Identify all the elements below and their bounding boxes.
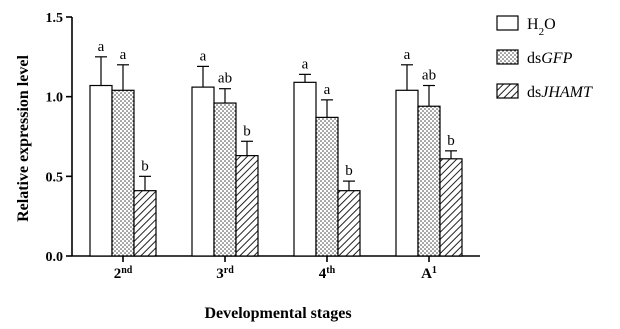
bar	[417, 105, 441, 257]
significance-letter: b	[243, 123, 251, 139]
significance-letter: ab	[422, 68, 436, 84]
legend-swatch	[496, 15, 519, 31]
bar	[133, 190, 157, 257]
x-tick-label: 2nd	[114, 265, 133, 283]
bar	[315, 116, 339, 257]
significance-letter: a	[302, 56, 309, 72]
significance-letter: b	[345, 163, 353, 179]
bar	[235, 155, 259, 257]
legend-label: H2O	[527, 16, 556, 38]
x-tick-label: 3rd	[216, 265, 234, 283]
y-tick-label: 1.5	[46, 11, 64, 26]
x-axis-title: Developmental stages	[204, 305, 351, 322]
legend-swatch	[496, 49, 519, 65]
y-axis-title: Relative expression level	[15, 55, 32, 222]
bar	[213, 102, 237, 257]
bar	[337, 190, 361, 257]
y-tick-label: 1.0	[46, 91, 64, 106]
significance-letter: a	[404, 47, 411, 63]
significance-letter: a	[120, 47, 127, 63]
significance-letter: b	[141, 158, 149, 174]
legend-label: dsGFP	[527, 50, 573, 67]
bar	[293, 81, 317, 257]
x-tick-label: A1	[421, 265, 437, 283]
x-tick-label: 4th	[319, 265, 336, 283]
significance-letter: a	[200, 48, 207, 64]
significance-letter: b	[447, 133, 455, 149]
bar	[111, 89, 135, 257]
significance-letter: a	[98, 39, 105, 55]
bar	[439, 158, 463, 257]
legend-swatch	[496, 83, 519, 99]
bar	[191, 86, 215, 257]
significance-letter: a	[324, 82, 331, 98]
y-tick-label: 0.0	[46, 250, 64, 265]
legend-label: dsJHAMT	[527, 84, 593, 101]
y-tick-label: 0.5	[46, 170, 64, 185]
significance-letter: ab	[218, 71, 232, 87]
bar	[89, 84, 113, 257]
bar	[395, 89, 419, 257]
